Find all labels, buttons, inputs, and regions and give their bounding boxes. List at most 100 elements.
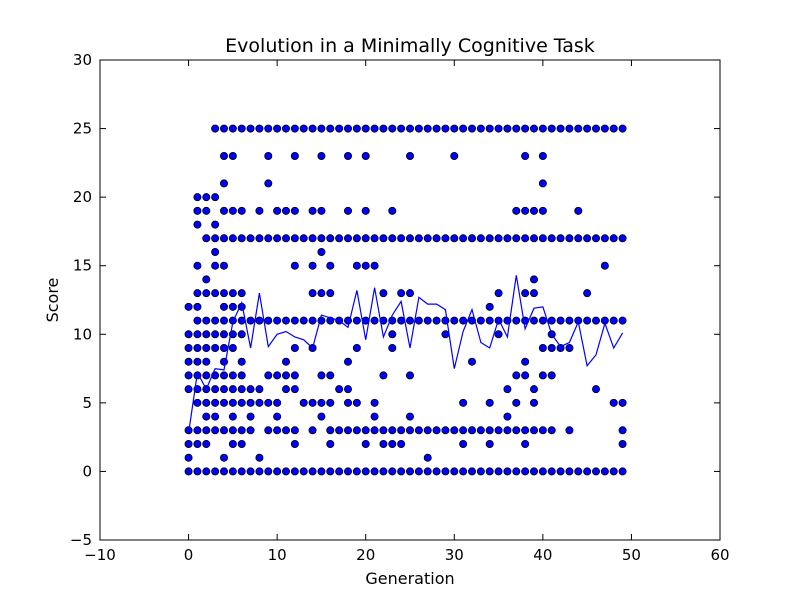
scatter-point [459,398,468,407]
scatter-point [583,467,592,476]
x-tick-label: 40 [533,546,552,564]
scatter-point [370,234,379,243]
scatter-point [219,206,228,215]
scatter-point [538,467,547,476]
scatter-point [565,124,574,133]
scatter-point [423,124,432,133]
scatter-point [592,234,601,243]
scatter-point [414,234,423,243]
scatter-point [237,289,246,298]
scatter-point [255,398,264,407]
scatter-point [281,371,290,380]
scatter-point [352,398,361,407]
scatter-point [609,124,618,133]
scatter-point [264,371,273,380]
scatter-point [565,316,574,325]
scatter-point [405,151,414,160]
scatter-point [441,234,450,243]
scatter-point [326,426,335,435]
scatter-point [237,234,246,243]
scatter-point [450,467,459,476]
scatter-point [211,343,220,352]
scatter-point [290,343,299,352]
scatter-point [494,124,503,133]
scatter-point [609,398,618,407]
plot-area [184,124,627,476]
scatter-point [184,302,193,311]
scatter-point [211,385,220,394]
scatter-point [290,206,299,215]
scatter-point [228,234,237,243]
scatter-point [193,193,202,202]
scatter-point [609,467,618,476]
scatter-point [299,124,308,133]
scatter-point [202,398,211,407]
scatter-point [193,426,202,435]
scatter-point [494,467,503,476]
scatter-point [343,206,352,215]
scatter-point [618,398,627,407]
scatter-point [184,357,193,366]
scatter-point [556,124,565,133]
scatter-point [326,234,335,243]
scatter-point [485,234,494,243]
scatter-point [361,151,370,160]
scatter-point [290,467,299,476]
scatter-point [485,124,494,133]
scatter-point [335,234,344,243]
scatter-point [219,426,228,435]
scatter-point [494,289,503,298]
scatter-point [193,330,202,339]
scatter-point [237,467,246,476]
scatter-point [308,124,317,133]
scatter-point [530,234,539,243]
scatter-point [317,289,326,298]
scatter-point [211,234,220,243]
scatter-point [485,426,494,435]
scatter-point [547,124,556,133]
scatter-point [202,426,211,435]
scatter-point [211,220,220,229]
scatter-point [317,467,326,476]
scatter-point [565,467,574,476]
scatter-point [388,206,397,215]
scatter-point [290,234,299,243]
scatter-point [547,467,556,476]
scatter-point [184,343,193,352]
scatter-point [237,206,246,215]
scatter-point [494,330,503,339]
scatter-point [512,234,521,243]
scatter-point [379,124,388,133]
scatter-point [219,371,228,380]
scatter-point [290,439,299,448]
scatter-point [414,316,423,325]
scatter-point [600,124,609,133]
scatter-point [521,467,530,476]
scatter-point [273,426,282,435]
scatter-point [530,206,539,215]
scatter-point [273,316,282,325]
scatter-point [326,289,335,298]
scatter-point [219,261,228,270]
scatter-point [237,398,246,407]
scatter-point [397,426,406,435]
scatter-point [246,398,255,407]
scatter-point [530,398,539,407]
scatter-point [521,289,530,298]
scatter-point [379,371,388,380]
y-tick-label: 20 [73,188,92,206]
scatter-point [512,371,521,380]
scatter-point [317,371,326,380]
scatter-point [255,234,264,243]
scatter-point [361,426,370,435]
scatter-point [335,124,344,133]
scatter-point [335,426,344,435]
scatter-point [193,302,202,311]
y-tick-label: −5 [70,531,92,549]
scatter-point [184,439,193,448]
scatter-point [618,316,627,325]
scatter-point [352,426,361,435]
scatter-point [184,385,193,394]
scatter-point [485,398,494,407]
scatter-point [202,412,211,421]
